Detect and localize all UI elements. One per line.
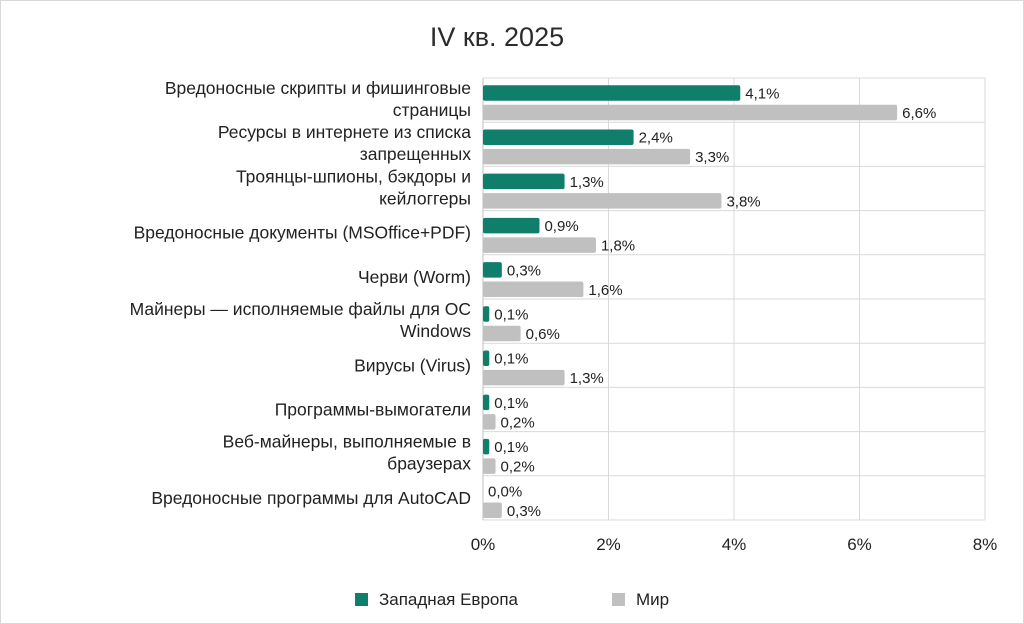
data-label: 6,6% — [902, 105, 936, 122]
bar-western-europe — [483, 85, 740, 101]
data-label: 3,3% — [695, 149, 729, 166]
data-label: 1,6% — [588, 282, 622, 299]
data-label: 1,3% — [570, 174, 604, 191]
data-label: 0,2% — [501, 459, 535, 476]
data-label: 4,1% — [745, 86, 779, 103]
bar-world — [483, 458, 496, 474]
category-label: Черви (Worm) — [358, 267, 471, 287]
data-label: 0,1% — [494, 307, 528, 324]
bar-western-europe — [483, 439, 489, 455]
data-label: 3,8% — [726, 193, 760, 210]
category-label: Вирусы (Virus) — [354, 355, 471, 375]
data-label: 0,3% — [507, 503, 541, 520]
data-label: 2,4% — [639, 130, 673, 147]
bar-world — [483, 326, 521, 342]
x-tick-label: 4% — [722, 535, 747, 554]
category-label: Майнеры — исполняемые файлы для ОС Window… — [130, 299, 472, 341]
data-label: 0,0% — [488, 483, 522, 500]
data-label: 0,1% — [494, 395, 528, 412]
data-label: 0,6% — [526, 326, 560, 343]
bar-western-europe — [483, 350, 489, 366]
legend-label: Мир — [636, 590, 669, 609]
x-tick-label: 6% — [847, 535, 872, 554]
bar-world — [483, 149, 690, 165]
data-label: 1,3% — [570, 370, 604, 387]
legend: Западная Европа Мир — [355, 590, 669, 609]
bar-world — [483, 193, 721, 209]
category-label: Вредоносные документы (MSOffice+PDF) — [134, 223, 471, 243]
legend-swatch-world — [612, 593, 625, 606]
x-tick-label: 2% — [596, 535, 621, 554]
bar-world — [483, 282, 583, 298]
category-label: Ресурсы в интернете из списка запрещенных — [218, 122, 471, 164]
category-label: Троянцы-шпионы, бэкдоры и кейлоггеры — [236, 166, 471, 208]
legend-swatch-western-europe — [355, 593, 368, 606]
bars: 4,1% 6,6% 2,4% 3,3% 1,3% 3,8% 0,9% 1,8% 0,3% 1,6%… — [483, 85, 936, 519]
chart-title: IV кв. 2025 — [430, 22, 564, 52]
x-axis-tick-labels: 0% 2% 4% 6% 8% — [471, 535, 998, 554]
bar-world — [483, 370, 565, 386]
data-label: 0,3% — [507, 262, 541, 279]
x-tick-label: 8% — [973, 535, 998, 554]
bar-western-europe — [483, 218, 539, 234]
bar-western-europe — [483, 306, 489, 322]
bar-western-europe — [483, 129, 634, 145]
category-label: Вредоносные скрипты и фишинговые страницы — [165, 78, 471, 120]
data-label: 0,1% — [494, 351, 528, 368]
legend-label: Западная Европа — [379, 590, 519, 609]
category-labels: Вредоносные скрипты и фишинговые страницы… — [130, 78, 472, 508]
bar-world — [483, 105, 897, 121]
bar-world — [483, 503, 502, 519]
bar-western-europe — [483, 262, 502, 278]
data-label: 0,2% — [501, 414, 535, 431]
x-tick-label: 0% — [471, 535, 496, 554]
data-label: 1,8% — [601, 238, 635, 255]
bar-western-europe — [483, 395, 489, 411]
bar-world — [483, 414, 496, 430]
category-label: Вредоносные программы для AutoCAD — [151, 488, 471, 508]
data-label: 0,1% — [494, 439, 528, 456]
data-label: 0,9% — [544, 218, 578, 235]
bar-western-europe — [483, 174, 565, 190]
category-label: Веб-майнеры, выполняемые в браузерах — [223, 432, 472, 474]
category-label: Программы-вымогатели — [275, 400, 471, 420]
bar-world — [483, 237, 596, 253]
